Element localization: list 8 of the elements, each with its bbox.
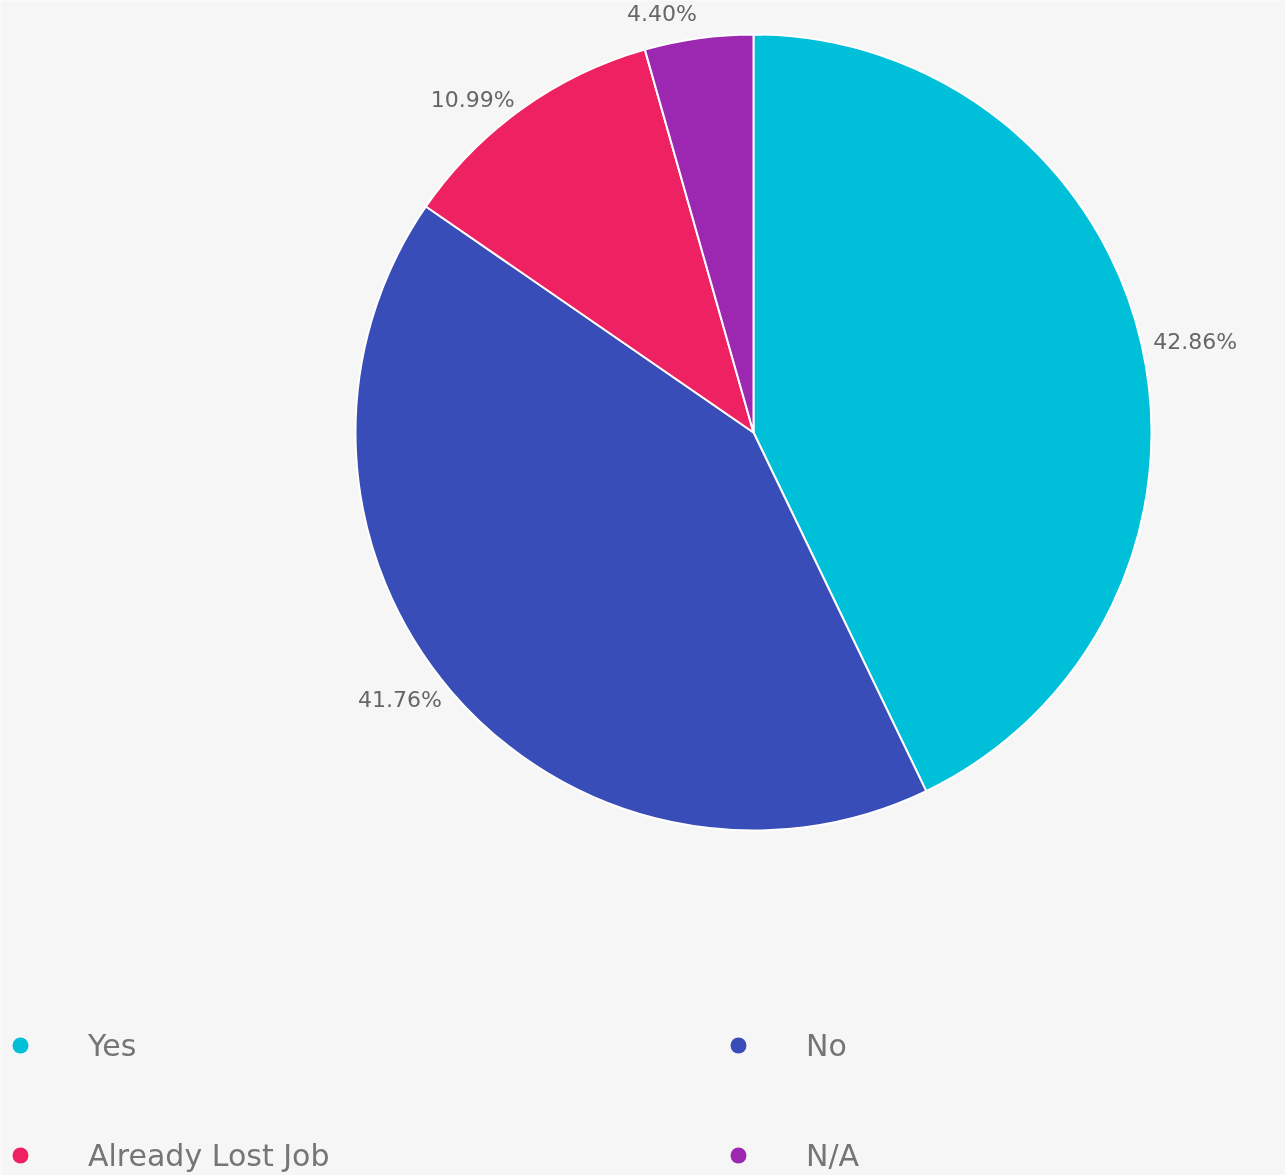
data-label: 42.86% xyxy=(1153,328,1238,354)
legend-label: Yes xyxy=(88,1026,138,1065)
legend-label: No xyxy=(806,1026,848,1065)
data-label: 41.76% xyxy=(358,686,443,712)
legend-label: N/A xyxy=(806,1136,861,1175)
data-label: 4.40% xyxy=(627,1,698,27)
legend-label: Already Lost Job xyxy=(88,1136,331,1175)
data-label: 10.99% xyxy=(430,86,515,112)
